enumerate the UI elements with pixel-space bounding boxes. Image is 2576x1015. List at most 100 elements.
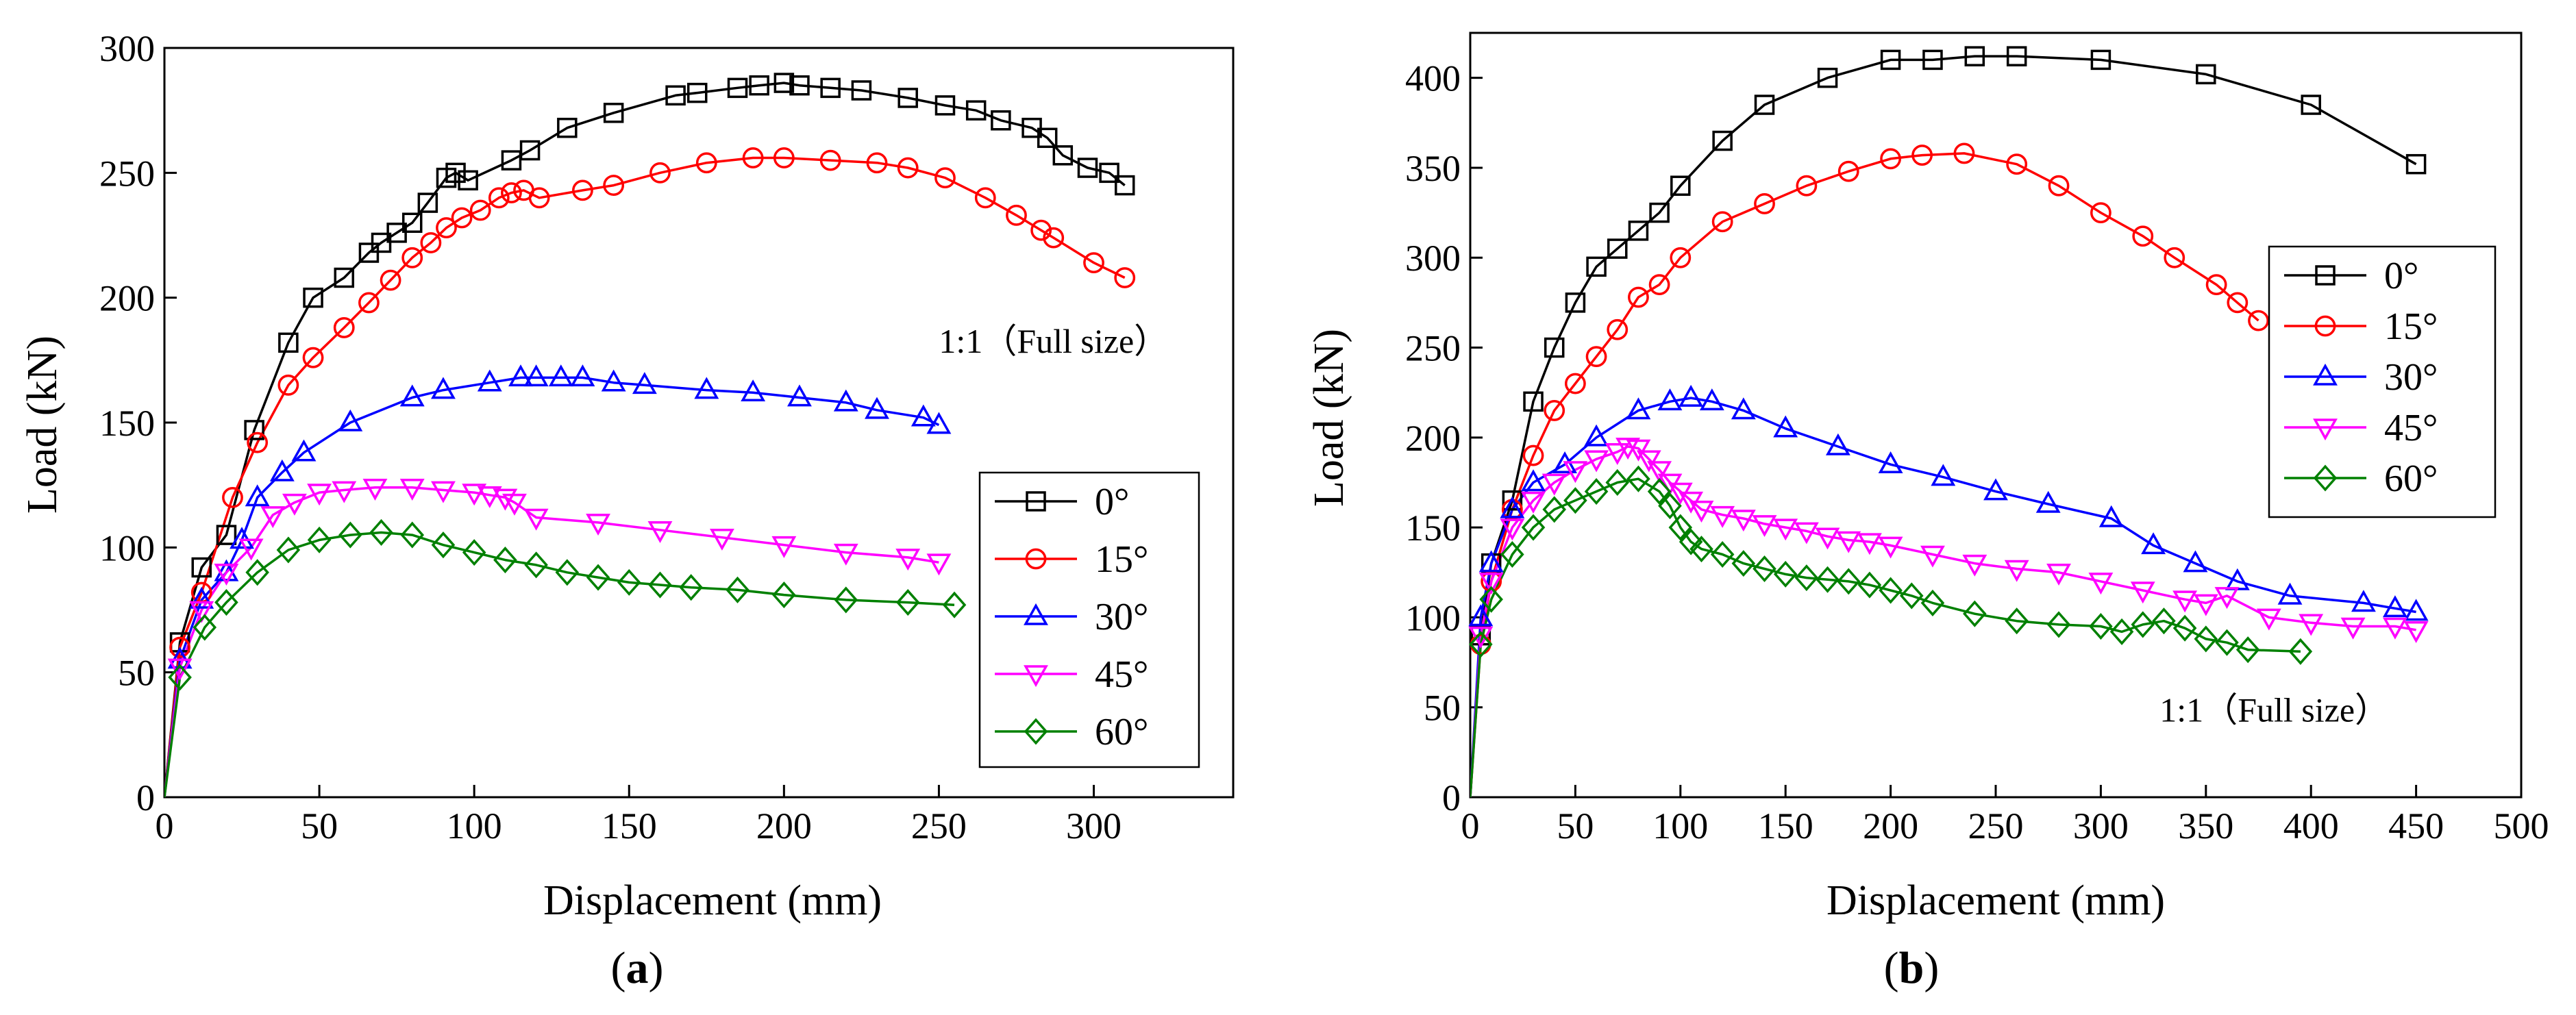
data-point — [1911, 145, 1933, 166]
legend-marker — [1025, 548, 1047, 570]
data-point — [191, 557, 212, 578]
data-point — [222, 487, 243, 508]
data-point — [1899, 582, 1924, 610]
data-point — [926, 553, 952, 576]
data-point — [1731, 510, 1756, 532]
data-point — [833, 389, 858, 412]
x-tick-label: 300 — [1066, 805, 1122, 847]
data-point — [934, 167, 956, 189]
data-point — [1563, 461, 1588, 484]
data-point — [1648, 274, 1670, 296]
data-point — [523, 508, 549, 531]
data-point — [193, 614, 217, 641]
data-point — [555, 559, 580, 586]
data-point — [1754, 193, 1775, 214]
data-point — [2164, 247, 2185, 268]
data-point — [2048, 175, 2070, 197]
data-point — [2405, 153, 2427, 175]
data-point — [649, 162, 671, 184]
data-point — [1565, 373, 1586, 394]
data-point — [1878, 536, 1903, 559]
data-point — [773, 147, 795, 168]
data-point — [2382, 595, 2407, 618]
data-point — [572, 179, 593, 201]
data-point — [1689, 501, 1714, 523]
data-point — [603, 175, 625, 196]
data-point — [1712, 130, 1733, 151]
data-point — [1626, 439, 1651, 462]
data-point — [897, 157, 919, 179]
x-tick-label: 150 — [602, 805, 657, 847]
data-point — [1521, 469, 1546, 492]
series-line-a-3 — [164, 486, 939, 797]
data-point — [1953, 142, 1975, 164]
data-point — [2130, 581, 2155, 604]
legend-marker — [1024, 603, 1048, 625]
data-point — [282, 493, 307, 516]
data-point — [1647, 478, 1672, 505]
data-point — [1037, 127, 1058, 149]
x-tick-label: 50 — [301, 805, 338, 847]
data-point — [1880, 148, 1902, 170]
annotation-b: 1:1（Full size） — [2159, 691, 2389, 729]
data-point — [2090, 202, 2111, 223]
data-point — [1920, 589, 1945, 616]
legend-label: 60° — [1095, 711, 1148, 753]
y-tick-label: 50 — [1424, 688, 1461, 729]
data-point — [338, 409, 363, 431]
data-point — [1679, 384, 1704, 407]
data-point — [502, 493, 527, 516]
data-point — [334, 267, 355, 288]
legend-b: 0° 15° 30° 45° 60° — [2268, 245, 2497, 518]
data-point — [1668, 514, 1693, 541]
data-point — [1468, 604, 1494, 627]
data-point — [431, 481, 456, 503]
x-tick-label: 150 — [1758, 805, 1813, 847]
data-point — [1689, 536, 1713, 563]
data-point — [1753, 555, 1776, 583]
y-tick-label: 250 — [1405, 328, 1461, 369]
data-point — [2035, 490, 2061, 513]
x-tick-label: 250 — [1968, 805, 2024, 847]
caption-b-open: ( — [1884, 943, 1899, 993]
data-point — [926, 412, 952, 434]
data-point — [1521, 514, 1546, 541]
data-point — [1879, 577, 1903, 604]
legend-frame-a — [978, 471, 1200, 768]
data-point — [1584, 478, 1609, 505]
data-point — [742, 147, 764, 168]
data-point — [1626, 465, 1650, 492]
data-point — [462, 484, 487, 506]
data-point — [214, 589, 238, 616]
data-point — [462, 539, 486, 566]
data-point — [2403, 599, 2429, 621]
data-point — [895, 589, 920, 616]
series-line-b-3 — [1470, 445, 2416, 797]
data-point — [1626, 397, 1651, 420]
data-point — [1114, 267, 1136, 288]
data-point — [1963, 600, 1987, 627]
data-point — [1837, 160, 1859, 182]
data-point — [477, 369, 502, 392]
legend-marker — [2313, 363, 2338, 386]
data-point — [338, 521, 362, 549]
series-line-b-1 — [1470, 152, 2259, 797]
data-point — [244, 420, 264, 440]
x-tick-label: 350 — [2178, 805, 2233, 847]
data-point — [1500, 518, 1525, 541]
data-point — [1710, 505, 1735, 528]
x-tick-label: 300 — [2073, 805, 2129, 847]
y-tick-label: 50 — [118, 653, 155, 694]
series-group-b — [1470, 55, 2417, 797]
data-point — [189, 586, 214, 609]
x-tick-label: 100 — [1652, 805, 1708, 847]
data-point — [2098, 505, 2124, 527]
legend-frame-b — [2268, 245, 2497, 518]
caption-a-close: ) — [649, 943, 664, 993]
data-point — [787, 384, 812, 407]
data-point — [648, 571, 672, 599]
data-point — [586, 514, 610, 536]
data-point — [523, 364, 549, 387]
data-point — [1521, 491, 1546, 514]
data-point — [1825, 433, 1850, 455]
